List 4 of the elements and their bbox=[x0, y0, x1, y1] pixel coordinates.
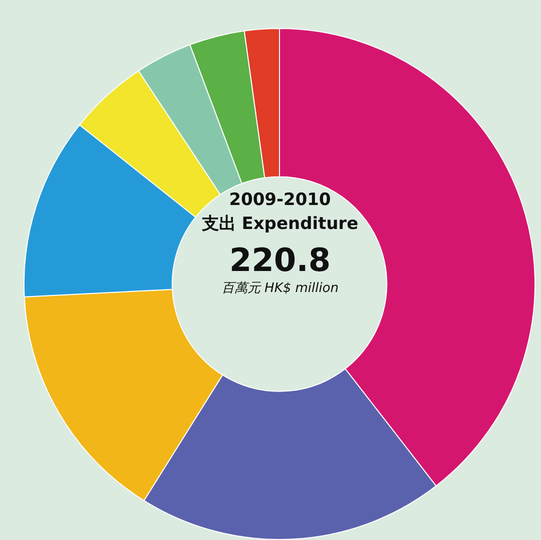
text: 支出 Expenditure bbox=[200, 213, 360, 235]
text: 2009-2010 bbox=[228, 190, 332, 210]
text: 220.8 bbox=[228, 241, 332, 279]
text: 百萬元 HK$ million bbox=[220, 280, 340, 297]
